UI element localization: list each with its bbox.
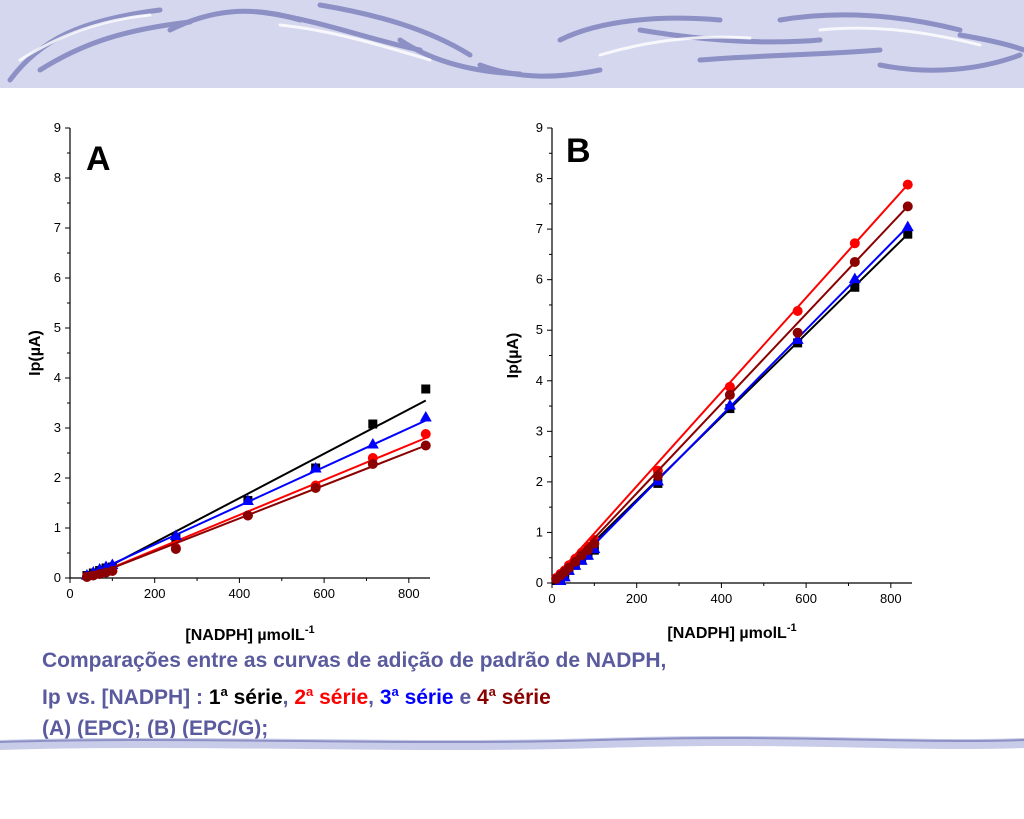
chart-a-x-tick-label: 600 [313,586,335,601]
caption-connector: e [453,686,477,709]
chart-b-series-4-point [724,389,735,400]
chart-b-series-4-point [902,201,913,212]
chart-b-series-2-point [849,238,860,249]
chart-a-x-tick-label: 200 [144,586,166,601]
chart-a-x-tick-label: 400 [229,586,251,601]
chart-a-y-tick-label: 3 [54,420,61,435]
chart-b-series-1-point [903,229,913,239]
chart-b-y-tick-label: 3 [536,423,543,438]
chart-b-x-tick-label: 800 [880,591,902,606]
chart-a-series-4-point [367,459,378,469]
chart-b-series-2-point [792,306,803,317]
chart-b-y-tick-label: 7 [536,221,543,236]
chart-a-y-tick-label: 2 [54,470,61,485]
series-4-label: 4a série [476,684,551,709]
chart-a-y-tick-label: 9 [54,120,61,135]
caption-line-2-prefix: Ip vs. [NADPH] : [42,686,209,709]
chart-a-series-4-point [170,544,181,554]
chart-a-series-1-fit-line [86,399,427,579]
chart-a-series-2-point [420,429,431,439]
chart-b-series-4-point [849,256,860,267]
chart-b-y-tick-label: 9 [536,120,543,135]
chart-b-series-4-point [563,562,574,573]
chart-b-series-4-point [589,538,600,549]
series-2-label: 2a série [294,684,369,709]
chart-a-x-tick-label: 0 [66,586,73,601]
chart-a-panel-label: A [86,140,111,178]
chart-a-y-tick-label: 6 [54,270,61,285]
chart-a-y-tick-label: 8 [54,170,61,185]
chart-b-y-tick-label: 5 [536,322,543,337]
chart-a-series-3-point [241,494,254,505]
chart-b-series-4-point [652,470,663,481]
chart-b-y-tick-label: 0 [536,575,543,590]
series-3-label: 3a série [379,684,454,709]
chart-a-series-4-fit-line [86,444,427,579]
chart-b-series-3-point [848,272,861,284]
chart-b-y-tick-label: 2 [536,474,543,489]
caption-separator-2: , [368,686,380,709]
chart-b-series-3-point [791,333,804,344]
series-1-label: 1a série [208,684,283,709]
chart-b-series-3-point [723,399,736,410]
chart-b-y-tick-label: 6 [536,272,543,287]
chart-a: 0 1 2 3 4 5 6 7 8 9 0 200 400 600 800 [NADPH] µmolL-1 Ip… [27,120,432,644]
chart-b-y-tick-label: 8 [536,171,543,186]
chart-b-y-tick-label: 4 [536,373,543,388]
chart-b-series-4-point [792,327,803,338]
chart-a-series-3-point [169,529,182,540]
chart-b-x-tick-label: 600 [795,591,817,606]
chart-b-y-tick-label: 1 [536,524,543,539]
chart-b-series-4-point [570,556,581,567]
chart-a-series-4-point [310,483,321,493]
footer-decorative-band [0,736,1024,750]
figure-caption: Comparações entre as curvas de adição de… [42,645,942,744]
chart-a-series-3-point [309,462,322,473]
chart-b-panel-label: B [566,132,591,170]
caption-line-2: Ip vs. [NADPH] : 1a série, 2a série, 3a … [42,676,942,713]
chart-a-series-3-point [366,438,379,449]
chart-a-series-4-point [420,440,431,451]
chart-a-series-4-point [107,566,118,576]
chart-b-series-2-point [724,381,735,392]
chart-b-series-4-point [583,545,593,556]
chart-a-x-tick-label: 800 [398,586,420,601]
caption-separator-1: , [282,686,295,709]
chart-b-x-axis-title: [NADPH] µmolL-1 [667,622,796,642]
chart-a-y-tick-label: 1 [54,520,61,535]
caption-line-3: (A) (EPC); (B) (EPC/G); [42,717,269,740]
chart-b-y-axis-title: Ip(µA) [505,333,522,379]
chart-a-y-tick-label: 4 [54,370,61,385]
chart-a-series-3-point [419,411,432,422]
chart-b: 0 1 2 3 4 5 6 7 8 9 0 200 400 600 800 [NADPH] µmolL-1 Ip… [505,120,914,642]
chart-b-series-3-point [901,220,914,232]
chart-a-y-axis-title: Ip(µA) [27,330,44,376]
chart-a-y-tick-label: 5 [54,320,61,335]
header-decorative-banner [0,0,1024,88]
chart-a-series-4-point [242,510,253,521]
chart-b-series-1-point [850,282,860,292]
chart-b-series-2-point [902,179,913,190]
caption-line-1: Comparações entre as curvas de adição de… [42,649,667,672]
chart-b-x-tick-label: 400 [711,591,733,606]
chart-a-x-axis-title: [NADPH] µmolL-1 [185,624,314,644]
chart-a-series-1-point [368,419,378,429]
chart-a-series-1-point [421,384,431,394]
chart-b-x-tick-label: 200 [626,591,648,606]
chart-b-x-tick-label: 0 [548,591,555,606]
chart-a-y-tick-label: 0 [54,570,61,585]
chart-a-y-tick-label: 7 [54,220,61,235]
